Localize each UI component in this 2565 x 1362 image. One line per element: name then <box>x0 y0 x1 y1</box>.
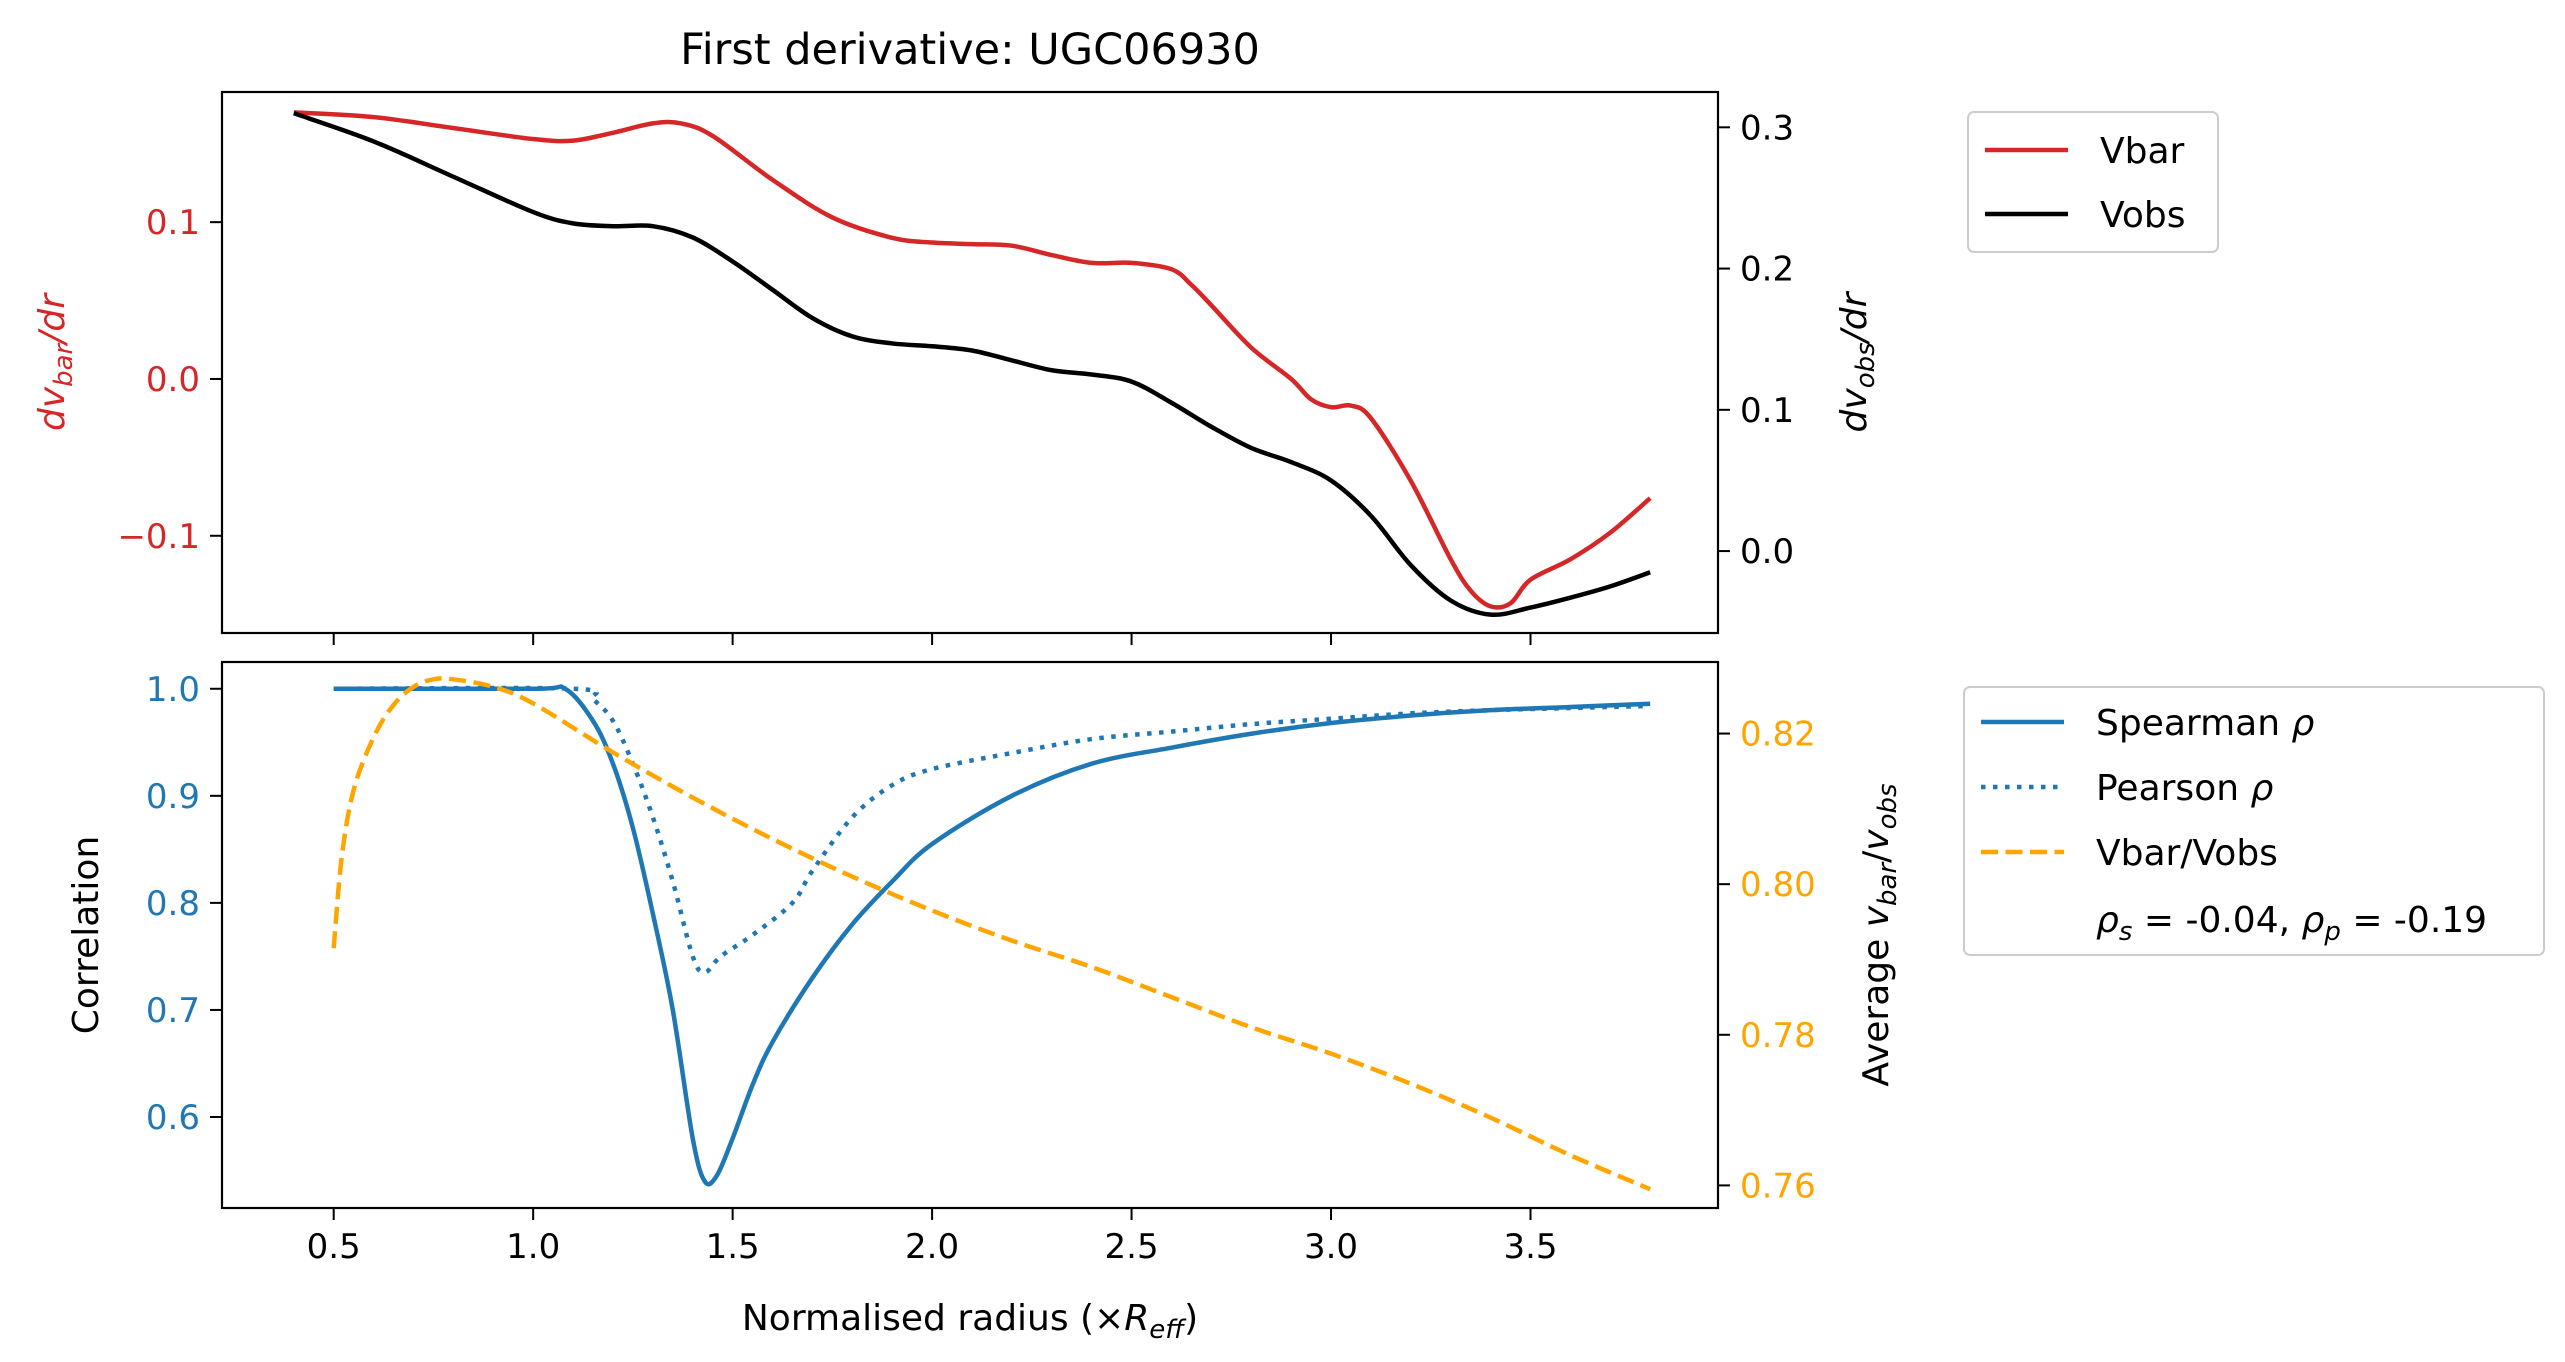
x-tick-label: 1.5 <box>706 1227 760 1267</box>
legend-frame <box>1967 111 2219 253</box>
y-left-tick-label: 0.9 <box>146 777 200 817</box>
legend-label: Vobs <box>2100 195 2185 236</box>
x-tick-label: 1.0 <box>506 1227 560 1267</box>
x-axis-label: Normalised radius (×Reff) <box>742 1298 1198 1345</box>
y-left-tick-label: 0.1 <box>146 203 200 243</box>
y-left-axis-label: Correlation <box>66 836 107 1035</box>
legend-label: Spearman ρ <box>2096 703 2314 744</box>
legend-top: Vbar Vobs <box>1967 111 2219 253</box>
legend-frame <box>1963 686 2545 956</box>
series-line-pearson- <box>333 685 1651 975</box>
legend-bottom: Spearman ρ Pearson ρ Vbar/Vobs ρs = -0.04, … <box>1963 686 2545 956</box>
x-tick-label: 2.0 <box>905 1227 959 1267</box>
y-left-tick-label: 0.8 <box>146 884 200 924</box>
y-left-tick-label: 1.0 <box>146 670 200 710</box>
series-line-vobs <box>293 111 1651 618</box>
y-right-axis-label: dvobs/dr <box>1834 290 1881 432</box>
y-right-tick-label: 0.80 <box>1740 865 1816 905</box>
plot-frame <box>220 90 1720 635</box>
y-left-tick-label: 0.7 <box>146 991 200 1031</box>
plot-frame <box>220 660 1720 1210</box>
legend-label: Pearson ρ <box>2096 768 2273 809</box>
y-right-tick-label: 0.1 <box>1740 391 1794 431</box>
legend-label: Vbar/Vobs <box>2096 833 2278 874</box>
chart-title: First derivative: UGC06930 <box>680 25 1260 75</box>
y-right-tick-label: 0.0 <box>1740 532 1794 572</box>
y-right-tick-label: 0.76 <box>1740 1166 1816 1206</box>
y-right-tick-label: 0.3 <box>1740 108 1794 148</box>
x-tick-label: 3.5 <box>1503 1227 1557 1267</box>
bottom-panel: 0.5 1.0 1.5 2.0 2.5 3.0 3.5 1.0 0.9 0.8 0.7 0.6 0.82… <box>66 660 1903 1345</box>
series-line-spearman- <box>333 684 1651 1187</box>
y-left-tick-label: 0.6 <box>146 1098 200 1138</box>
y-left-tick-label: −0.1 <box>117 517 200 557</box>
y-left-axis-label: dvbar/dr <box>32 292 79 431</box>
y-left-tick-label: 0.0 <box>146 360 200 400</box>
x-tick-label: 3.0 <box>1304 1227 1358 1267</box>
legend-label: Vbar <box>2100 131 2185 172</box>
series-line-vbar-vobs <box>331 676 1652 1192</box>
x-tick-label: 0.5 <box>307 1227 361 1267</box>
top-panel: 0.1 0.0 −0.1 0.3 0.2 0.1 0.0 First derivative: … <box>32 25 1881 645</box>
y-right-tick-label: 0.2 <box>1740 250 1794 290</box>
series-line-vbar <box>293 110 1652 610</box>
y-right-axis-label: Average vbar/vobs <box>1856 783 1903 1086</box>
y-right-tick-label: 0.82 <box>1740 715 1816 755</box>
y-right-tick-label: 0.78 <box>1740 1016 1816 1056</box>
legend-annotation: ρs = -0.04, ρp = -0.19 <box>2096 900 2487 947</box>
x-tick-label: 2.5 <box>1105 1227 1159 1267</box>
